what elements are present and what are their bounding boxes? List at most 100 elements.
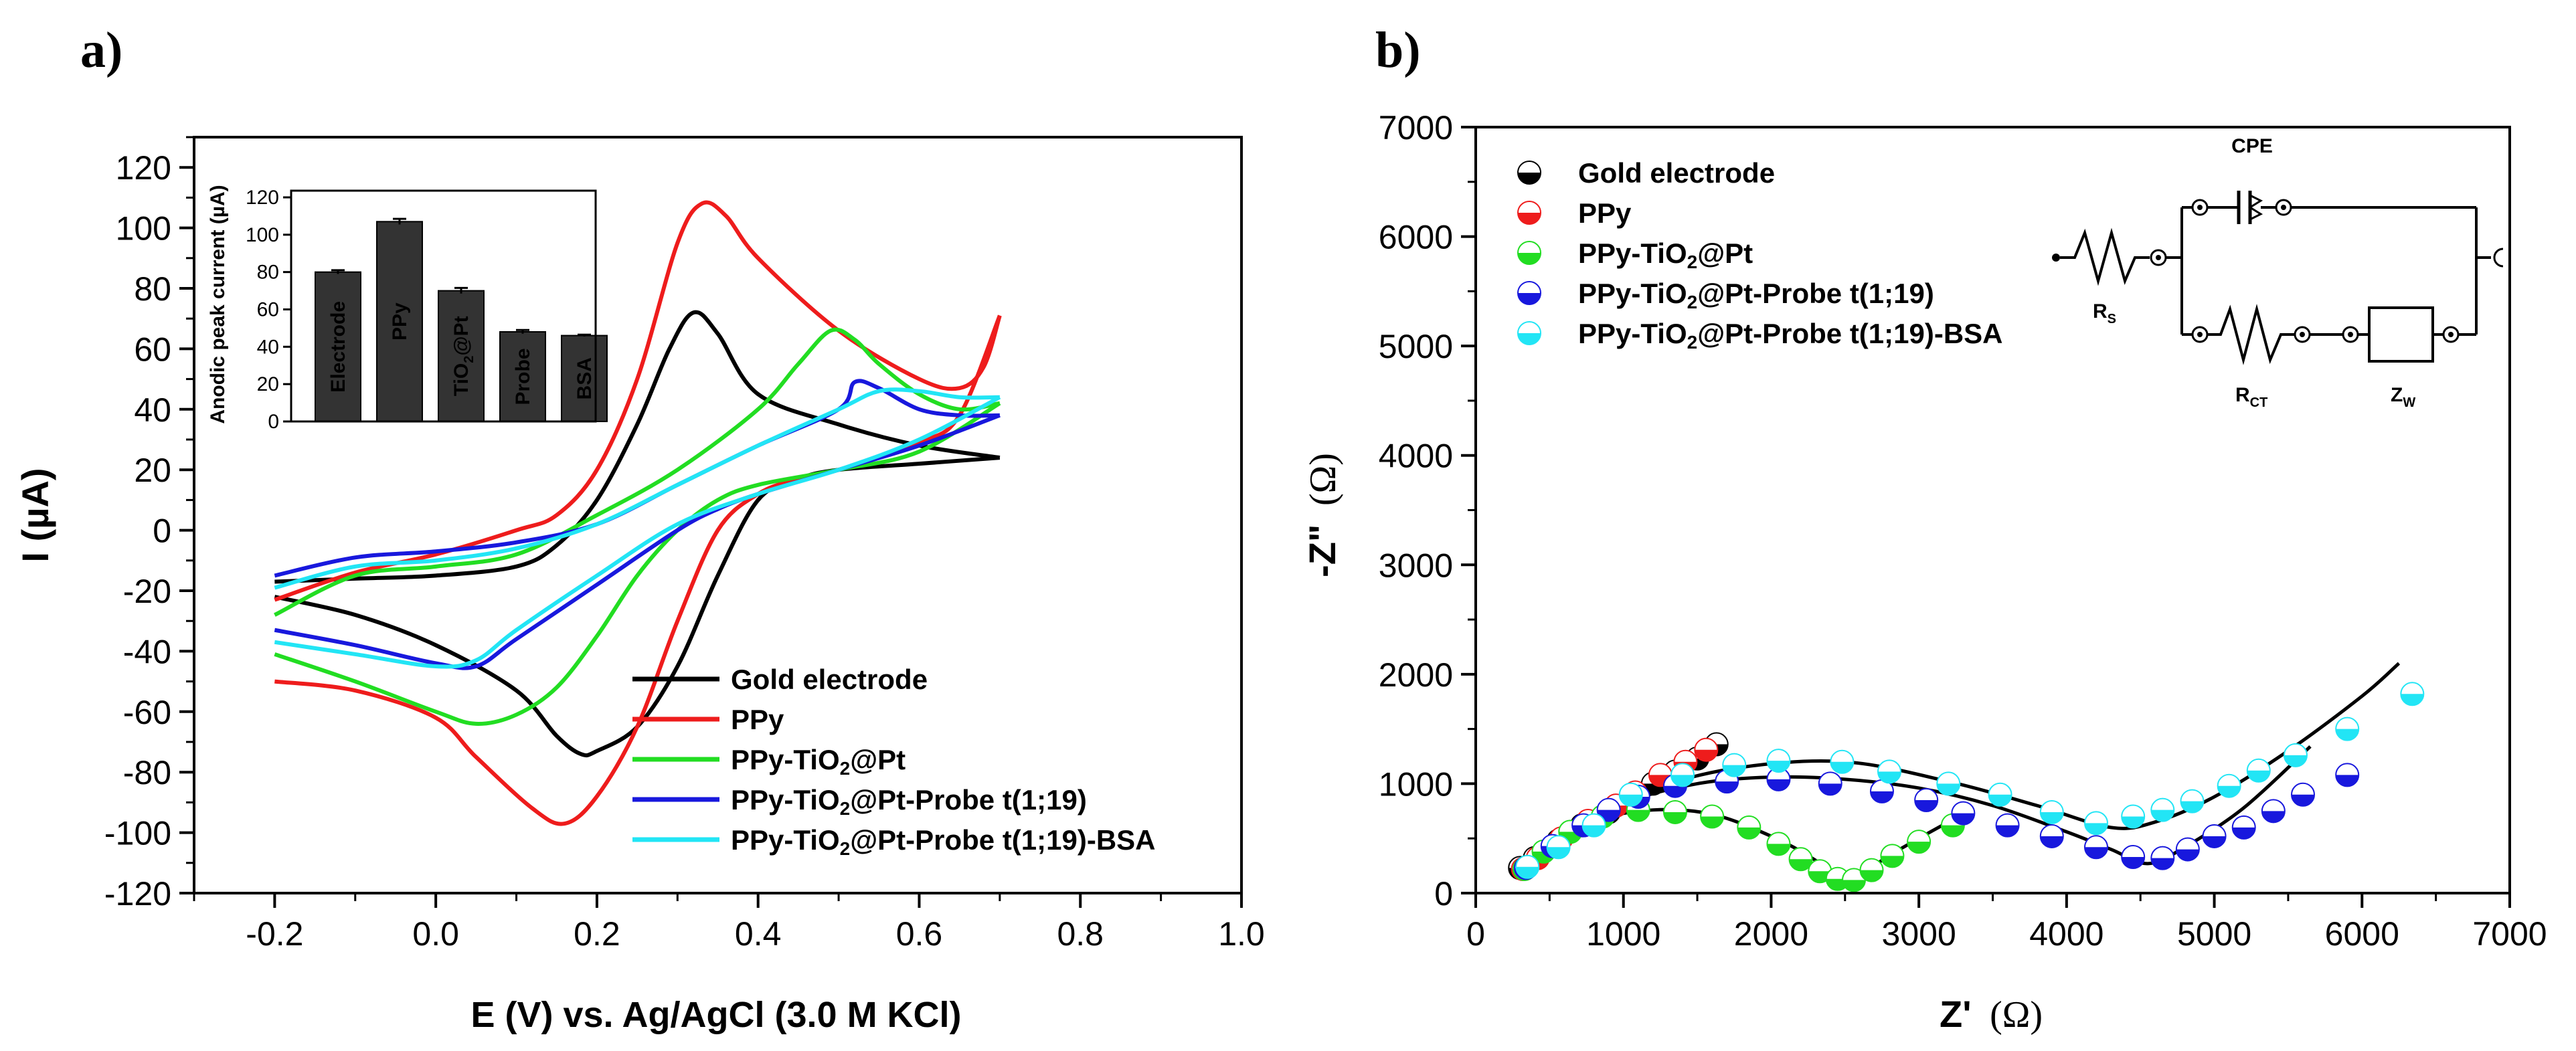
inset-y-tick-label: 60 [257, 299, 279, 321]
inset-frame [290, 189, 597, 423]
cv-y-tick-label: 80 [134, 270, 171, 308]
nyquist-legend-marker [1517, 201, 1541, 225]
cv-legend-label: PPy-TiO2@Pt [731, 744, 906, 779]
nyquist-point [1869, 779, 1894, 803]
nyquist-point [1766, 749, 1791, 773]
nyquist-point [2150, 846, 2175, 870]
nyquist-point [2335, 716, 2360, 741]
nyquist-point [1808, 859, 1832, 884]
cpe-label: CPE [2231, 135, 2273, 157]
nyquist-point [1694, 737, 1719, 762]
cv-y-tick-label: -20 [123, 573, 171, 610]
cv-legend-label: PPy-TiO2@Pt-Probe t(1;19) [731, 784, 1087, 819]
nyquist-legend-marker [1517, 321, 1541, 345]
inset-y-tick-label: 40 [257, 336, 279, 358]
nyquist-point [2180, 789, 2205, 814]
nyquist-point [2084, 835, 2108, 860]
nyquist-point [2283, 743, 2308, 767]
inset-y-tick-label: 120 [246, 187, 279, 209]
nyquist-x-tick-label: 0 [1466, 915, 1485, 953]
nyquist-plot: 0 1000 2000 3000 4000 5000 6000 7000 0 1000 2000 30… [1379, 109, 2547, 953]
nyquist-point [2246, 758, 2271, 783]
cv-legend: Gold electrode PPy PPy-TiO2@Pt PPy-TiO2@Pt-… [632, 664, 1156, 859]
rs-label: RS [2093, 300, 2116, 326]
nyquist-x-tick-label: 3000 [1882, 915, 1956, 953]
nyquist-point [1662, 799, 1687, 824]
nyquist-plot-frame [1474, 126, 2511, 894]
nyquist-legend-label: PPy-TiO2@Pt [1578, 237, 1753, 272]
nyquist-x-tick-label: 6000 [2325, 915, 2399, 953]
nyquist-x-tick-label: 2000 [1734, 915, 1808, 953]
nyquist-legend-label: PPy [1578, 197, 1632, 229]
cv-curve-reverse [274, 395, 1001, 669]
inset-y-axis-label: Anodic peak current (µA) [207, 185, 229, 423]
panel-a-label: a) [80, 22, 122, 78]
cv-legend-label: PPy [731, 704, 784, 735]
nyquist-point [2400, 682, 2425, 706]
cv-x-tick-label: 0.4 [735, 915, 782, 953]
nyquist-point [2084, 811, 2108, 836]
cv-curve-forward [274, 327, 1001, 617]
nyquist-point [1700, 804, 1725, 829]
inset-y-tick-label: 20 [257, 373, 279, 395]
nyquist-point [2121, 804, 2146, 829]
nyquist-point [2121, 845, 2146, 870]
nyquist-legend-label: PPy-TiO2@Pt-Probe t(1;19)-BSA [1578, 318, 2003, 353]
nyquist-point [1581, 813, 1606, 838]
nyquist-y-tick-label: 7000 [1379, 109, 1453, 147]
nyquist-point [1737, 815, 1762, 840]
nyquist-legend-marker [1517, 241, 1541, 265]
nyquist-point [1995, 813, 2020, 838]
inset-y-tick-label: 100 [246, 224, 279, 246]
nyquist-x-axis-label: Z' (Ω) [1940, 993, 2043, 1036]
cv-plot: -0.2 0.0 0.2 0.4 0.6 0.8 1.0 -120 -100 -80 -60 -40 -… [104, 136, 1265, 953]
nyquist-point [2175, 837, 2200, 862]
equivalent-circuit-diagram: CPE RS RCT ZW [2052, 135, 2504, 410]
nyquist-y-tick-label: 5000 [1379, 328, 1453, 365]
cv-x-tick-label: -0.2 [246, 915, 303, 953]
inset-y-tick-label: 80 [257, 262, 279, 284]
cv-legend-label: PPy-TiO2@Pt-Probe t(1;19)-BSA [731, 824, 1156, 859]
nyquist-point [1546, 835, 1571, 860]
nyquist-point [1842, 868, 1867, 892]
inset-bar-chart: 0 20 40 60 80 100 120 Electrode PPy TiO2@Pt Probe B… [246, 187, 608, 433]
cv-x-tick-label: 1.0 [1218, 915, 1265, 953]
nyquist-x-tick-label: 1000 [1586, 915, 1660, 953]
inset-bar-label: Probe [512, 348, 534, 405]
inset-bar-label: Electrode [327, 301, 349, 393]
cv-legend-label: Gold electrode [731, 664, 928, 695]
inset-bar [376, 221, 423, 422]
panel-b-label: b) [1375, 22, 1421, 78]
nyquist-y-tick-label: 6000 [1379, 219, 1453, 256]
nyquist-point [1722, 753, 1747, 777]
nyquist-y-tick-label: 1000 [1379, 765, 1453, 803]
rct-label: RCT [2235, 384, 2267, 410]
inset-bar [499, 331, 546, 422]
cv-curve-forward [274, 387, 1000, 590]
nyquist-point [1818, 771, 1842, 796]
nyquist-point [1766, 767, 1791, 791]
cv-x-axis-label: E (V) vs. Ag/AgCl (3.0 M KCl) [470, 995, 961, 1035]
nyquist-point [2291, 782, 2315, 807]
nyquist-x-tick-label: 5000 [2177, 915, 2251, 953]
inset-bar-label: PPy [389, 302, 411, 341]
nyquist-point [2150, 797, 2175, 822]
nyquist-point [1670, 763, 1695, 787]
zw-label: ZW [2391, 384, 2415, 410]
nyquist-point [1907, 830, 1931, 854]
cv-plot-frame [193, 136, 1243, 894]
nyquist-legend: Gold electrode PPy PPy-TiO2@Pt PPy-TiO2@Pt-… [1517, 157, 2003, 353]
nyquist-point [1914, 787, 1939, 812]
cv-y-tick-label: 120 [116, 149, 171, 187]
nyquist-point [2231, 815, 2256, 840]
cv-y-tick-label: 0 [153, 512, 171, 550]
nyquist-x-tick-label: 4000 [2029, 915, 2103, 953]
cv-y-tick-label: 20 [134, 452, 171, 489]
nyquist-point [2217, 773, 2241, 798]
nyquist-legend-marker [1517, 281, 1541, 305]
cv-x-tick-label: 0.2 [574, 915, 620, 953]
cv-y-tick-label: -40 [123, 633, 171, 670]
nyquist-point [1880, 844, 1905, 868]
inset-bar [315, 271, 361, 422]
